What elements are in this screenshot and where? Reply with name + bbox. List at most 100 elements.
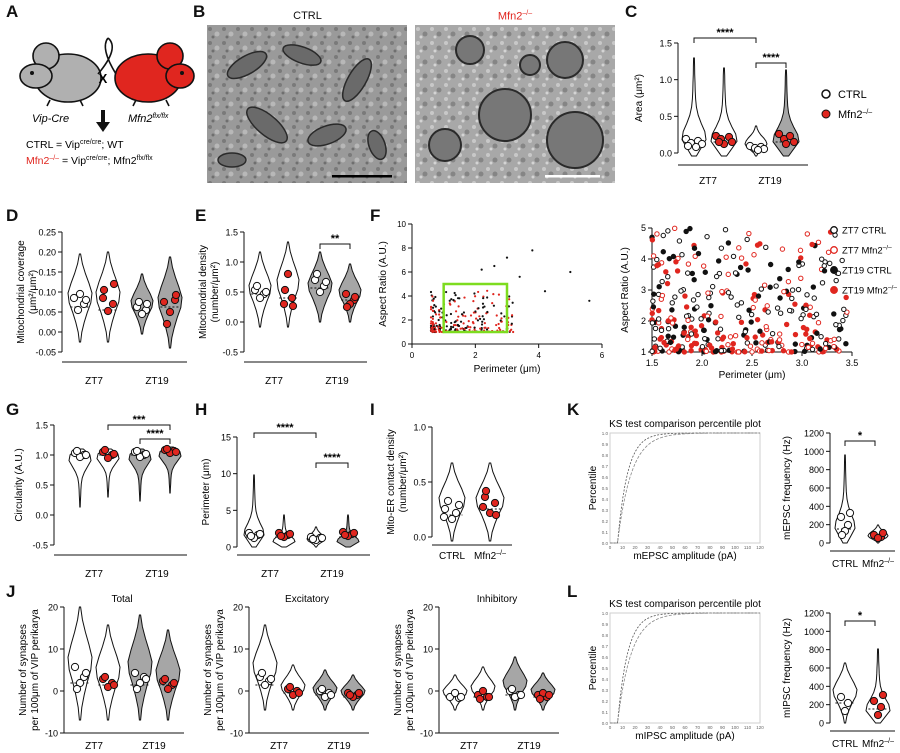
violin	[438, 462, 466, 542]
scatter-point	[702, 335, 708, 342]
y-tick-label: 5	[226, 506, 231, 516]
scatter-point	[473, 295, 477, 298]
scatter-point	[434, 322, 438, 325]
ctrl-genotype: CTRL = Vipcre/cre; WT	[26, 139, 124, 151]
chart-circularity-g: 1.5 1.0 0.5 0.0 -0.5 Circularity (A.U.) ZT7 ZT1…	[14, 414, 187, 580]
x-group-label: ZT7	[265, 376, 283, 387]
scatter-point	[684, 270, 691, 276]
violin	[681, 57, 707, 157]
x-tick-label: 2.5	[746, 358, 759, 368]
data-point	[876, 702, 886, 712]
scatter-point	[831, 336, 837, 343]
panel-label-c: C	[625, 2, 638, 21]
scatter-point	[803, 306, 809, 313]
ks-curve-ctrl	[610, 612, 760, 724]
scatter-point	[435, 330, 438, 333]
scatter-point	[453, 300, 456, 303]
scatter-point	[679, 251, 685, 258]
scatter-point	[448, 299, 451, 302]
y-tick-label: 1.0	[225, 258, 238, 268]
scatter-point	[667, 339, 674, 346]
scatter-point	[467, 325, 470, 328]
scatter-point	[792, 341, 799, 347]
scatter-point	[649, 348, 655, 355]
ks-y-tick-label: 0.5	[602, 666, 609, 671]
panel-a-breeding-scheme: X Vip-Cre Mfn2flx/flx CTRL = Vipcre/cre;…	[19, 37, 195, 167]
scatter-point	[767, 261, 774, 268]
scatter-point	[759, 332, 766, 338]
data-point	[450, 688, 460, 698]
scatter-point	[437, 318, 440, 322]
scatter-point	[811, 295, 817, 301]
data-point	[169, 678, 179, 688]
x-group-label: ZT19	[758, 176, 782, 187]
scatter-point	[698, 316, 704, 322]
scatter-point	[736, 314, 742, 320]
x-group-label: CTRL	[832, 739, 859, 750]
x-tick-label: 1.5	[646, 358, 659, 368]
x-tick-label: 0	[410, 351, 415, 360]
x-group-label: ZT7	[270, 741, 288, 752]
ks-y-tick-label: 0.1	[602, 530, 609, 535]
panel-label-f: F	[370, 206, 381, 225]
scatter-point	[827, 260, 833, 267]
chart-mito-density-e: 1.5 1.0 0.5 0.0 -0.5 Mitochondrial density (nu…	[198, 228, 367, 387]
scatter-point	[651, 336, 658, 342]
scatter-point	[668, 315, 674, 321]
data-point	[785, 131, 795, 141]
scatter-point	[475, 317, 478, 320]
panel-label-i: I	[370, 400, 375, 419]
panel-label-l: L	[567, 582, 578, 601]
scatter-point	[481, 320, 484, 323]
scatter-point	[531, 249, 534, 252]
scatter-point	[434, 295, 437, 299]
y-axis-label: Mito-ER contact density	[386, 429, 397, 535]
legend-text: ZT7 CTRL	[842, 226, 886, 237]
data-point	[873, 710, 883, 720]
scatter-point	[715, 258, 722, 264]
vip-cre-label: Vip-Cre	[32, 113, 69, 125]
scatter-point	[773, 283, 779, 289]
y-tick-label: 6	[402, 268, 407, 277]
scatter-point	[482, 297, 485, 300]
scatter-point	[691, 245, 698, 251]
ks-y-tick-label: 0.7	[602, 464, 609, 469]
scatter-point	[476, 319, 480, 322]
x-group-label: ZT7	[261, 569, 279, 580]
scatter-point	[462, 311, 466, 314]
scatter-point	[445, 325, 448, 328]
scatter-point	[777, 276, 783, 282]
group-name: ZT7	[85, 569, 103, 580]
ks-y-tick-label: 0.9	[602, 622, 609, 627]
data-point	[516, 690, 526, 700]
scatter-point	[755, 293, 762, 299]
scatter-point	[683, 228, 689, 235]
group-name: ZT19	[325, 376, 349, 387]
x-group-label: ZT19	[320, 569, 344, 580]
y-tick-label: 0.0	[413, 533, 426, 543]
scatter-point	[477, 290, 480, 294]
scatter-point	[452, 299, 455, 302]
scatter-point	[438, 310, 441, 313]
y-tick-label: 0.00	[38, 328, 56, 338]
violin	[336, 514, 360, 548]
scatter-point	[437, 325, 440, 328]
scatter-point	[725, 342, 731, 348]
scatter-point	[814, 330, 820, 336]
data-point	[774, 129, 784, 139]
scatter-point	[456, 319, 459, 322]
ks-y-tick-label: 0.6	[602, 475, 609, 480]
data-point	[753, 145, 763, 155]
scatter-point	[468, 328, 471, 332]
scatter-point	[809, 241, 815, 248]
y-axis-label: Mitochondrial density	[198, 245, 209, 339]
scatter-point	[689, 270, 695, 277]
scatter-point	[449, 312, 453, 316]
scatter-point	[431, 315, 435, 318]
scatter-point	[460, 313, 464, 316]
scatter-point	[481, 315, 484, 318]
scatter-point	[650, 304, 657, 310]
scatter-point	[789, 295, 795, 302]
data-point	[72, 684, 82, 694]
x-group-label: Mfn2–/–	[474, 550, 506, 562]
